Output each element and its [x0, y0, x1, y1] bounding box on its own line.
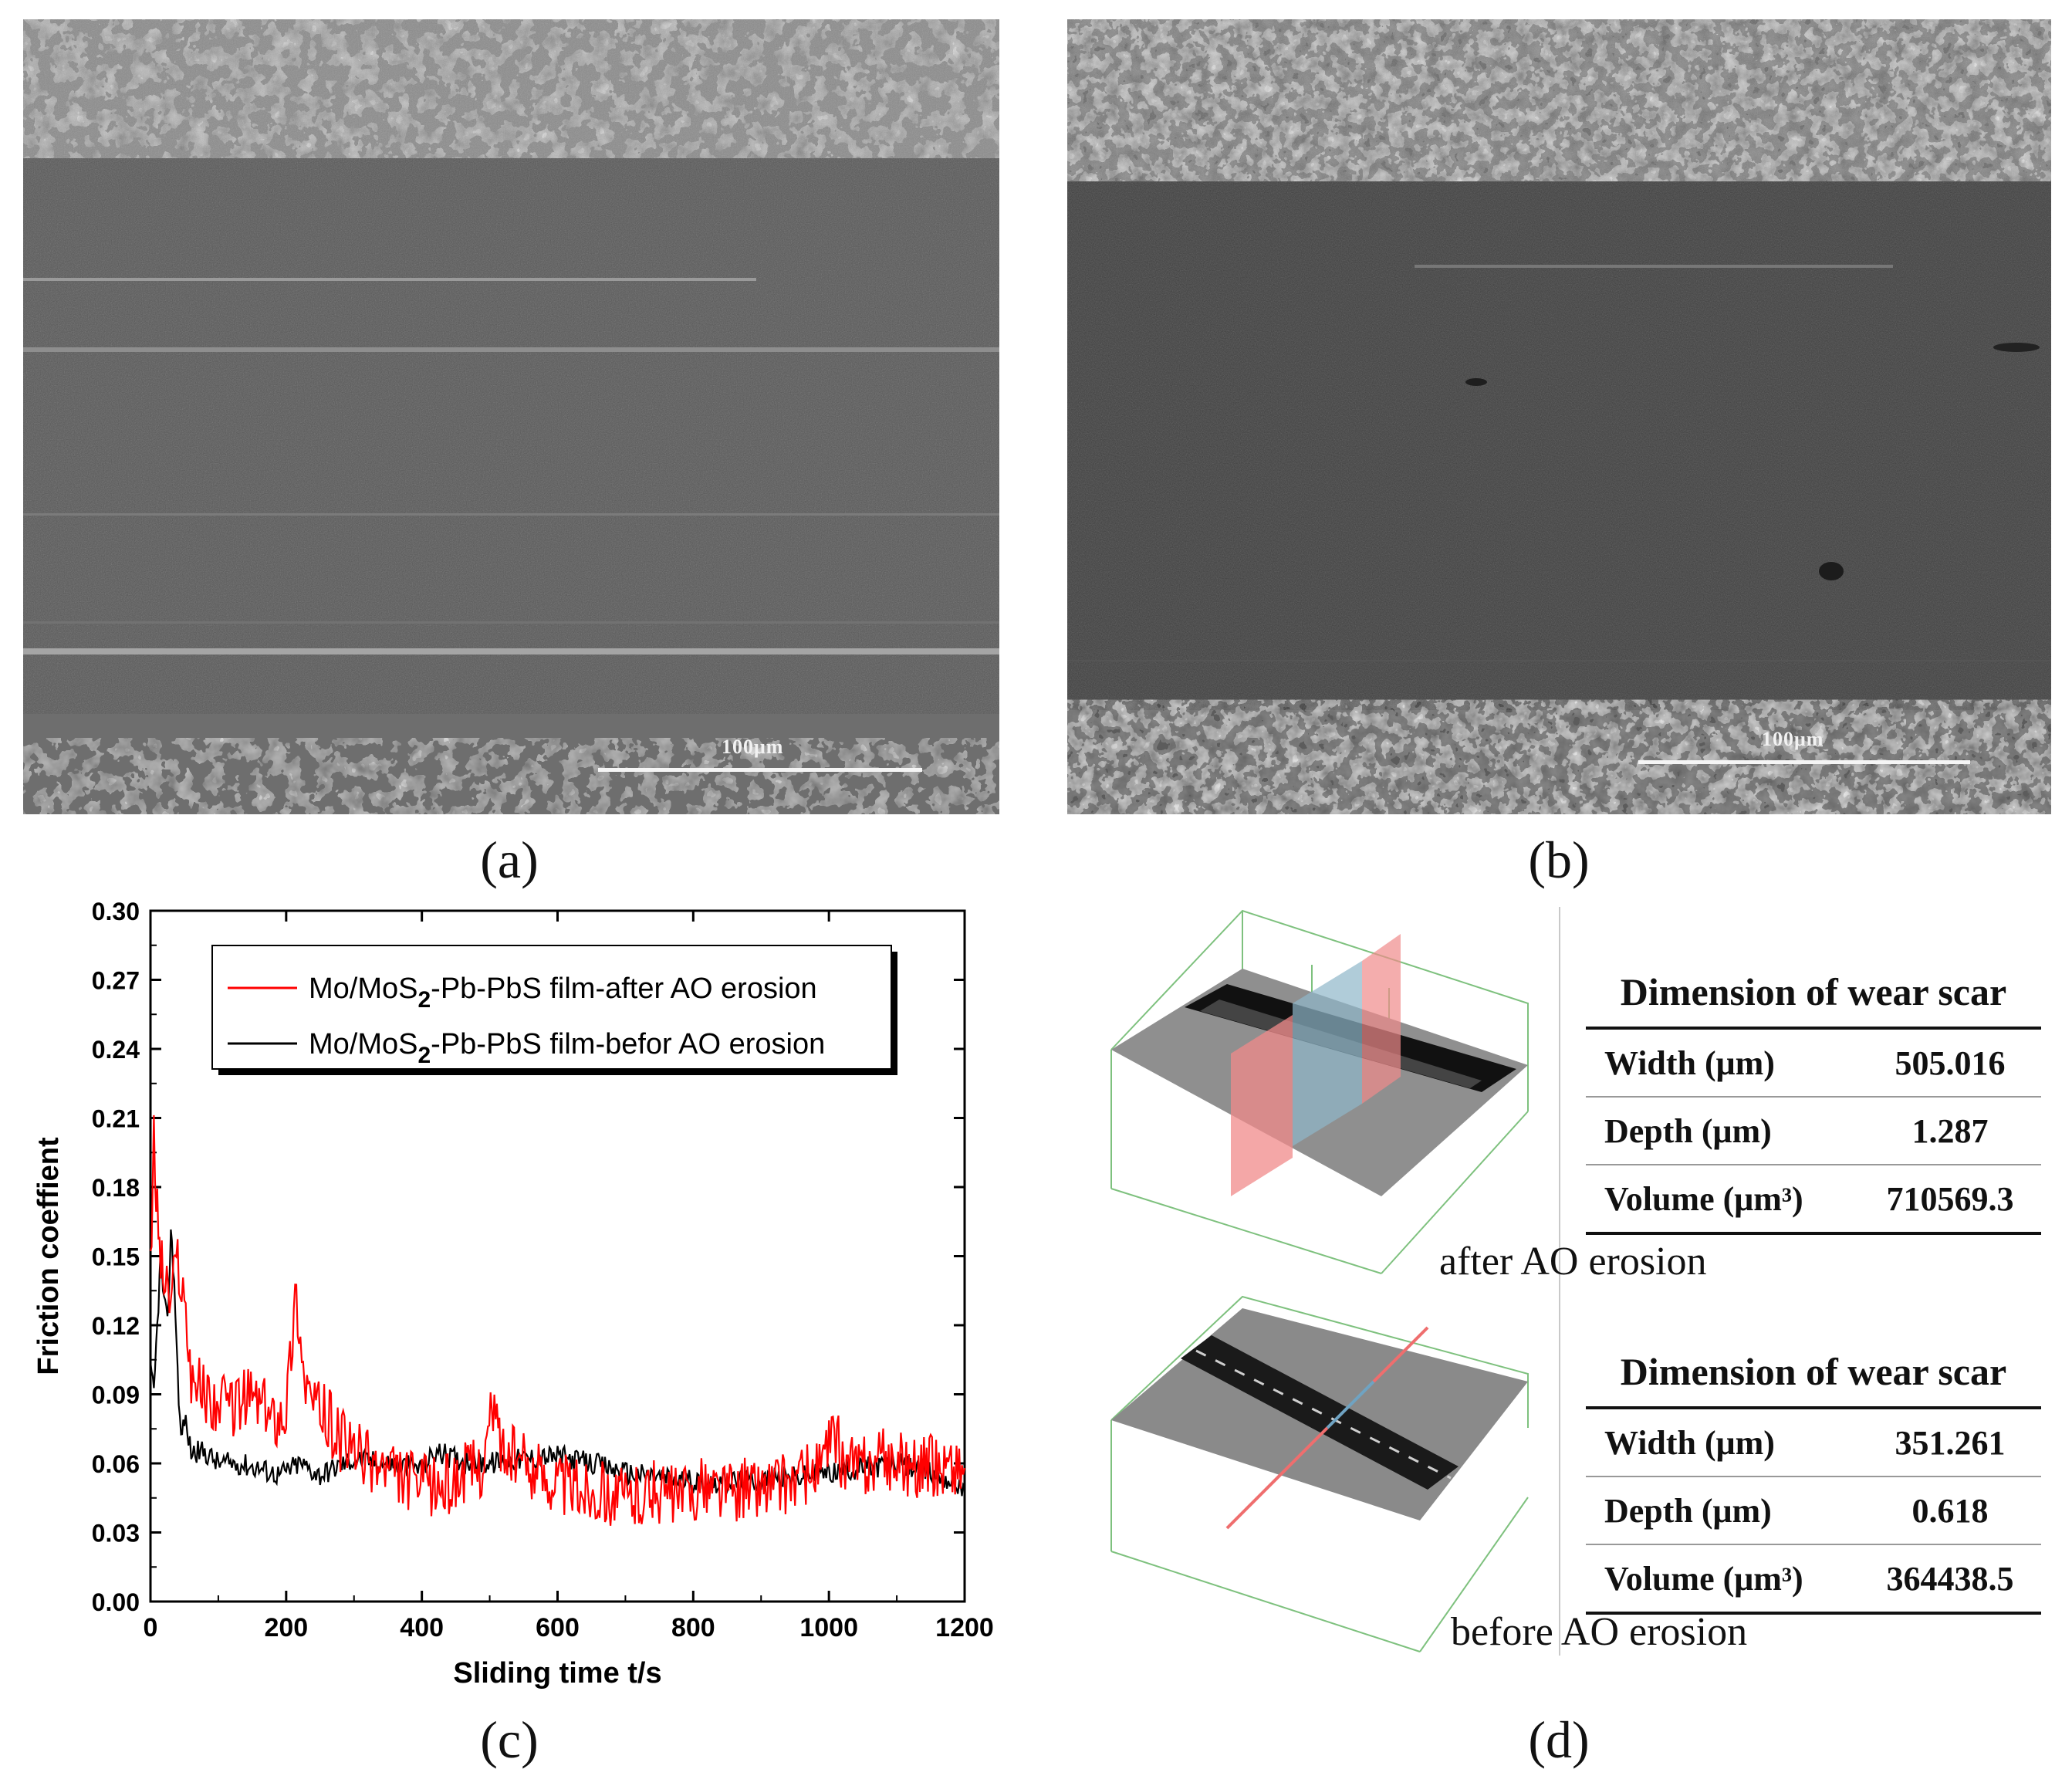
sem-image-b: 100μm	[1067, 19, 2051, 814]
wear-table-title: Dimension of wear scar	[1620, 1350, 2007, 1393]
y-tick-label: 0.24	[92, 1036, 140, 1064]
x-tick-label: 600	[536, 1613, 580, 1642]
y-tick-label: 0.03	[92, 1520, 140, 1548]
sem-image-a-texture	[23, 19, 999, 814]
legend-box	[211, 945, 892, 1070]
scale-bar-a	[598, 768, 922, 772]
legend-entry: Mo/MoS2-Pb-PbS film-after AO erosion	[309, 972, 817, 1013]
x-tick-label: 800	[671, 1613, 715, 1642]
table-row: Width (μm) 351.261	[1586, 1406, 2041, 1476]
x-tick-label: 200	[264, 1613, 308, 1642]
panel-d-divider	[1559, 907, 1560, 1656]
caption-after: after AO erosion	[1439, 1240, 1707, 1284]
x-tick-label: 1000	[799, 1613, 858, 1642]
x-tick-label: 0	[144, 1613, 158, 1642]
y-tick-label: 0.06	[92, 1450, 140, 1478]
wear-3d-after	[1110, 909, 1529, 1274]
table-row: Depth (μm) 1.287	[1586, 1096, 2041, 1164]
panel-label-a: (a)	[480, 830, 539, 889]
wear-table-before: Dimension of wear scar Width (μm) 351.261…	[1586, 1337, 2041, 1615]
table-row: Depth (μm) 0.618	[1586, 1476, 2041, 1544]
y-axis-label: Friction coeffient	[32, 1137, 65, 1375]
x-axis-label: Sliding time t/s	[453, 1657, 661, 1690]
y-tick-label: 0.27	[92, 967, 140, 995]
friction-chart: 0 200 400 600 800 1000 1200 0.00 0.03 0.06 0.09 0.1…	[32, 898, 994, 1690]
legend-entry: Mo/MoS2-Pb-PbS film-befor AO erosion	[309, 1028, 825, 1068]
caption-before: before AO erosion	[1451, 1610, 1748, 1654]
panel-label-d: (d)	[1528, 1710, 1590, 1769]
sem-image-a: 100μm	[23, 19, 999, 814]
y-tick-label: 0.00	[92, 1588, 140, 1616]
panel-label-c: (c)	[480, 1710, 539, 1769]
y-tick-label: 0.09	[92, 1382, 140, 1409]
table-row: Volume (μm³) 364438.5	[1586, 1544, 2041, 1615]
panel-label-b: (b)	[1528, 830, 1590, 889]
x-tick-label: 400	[400, 1613, 444, 1642]
scale-label-b: 100μm	[1762, 728, 1824, 750]
scale-bar-b	[1638, 760, 1970, 764]
y-tick-label: 0.21	[92, 1105, 140, 1133]
series-line-after	[149, 1115, 966, 1526]
y-tick-label: 0.18	[92, 1174, 140, 1202]
y-tick-label: 0.15	[92, 1243, 140, 1271]
wear-3d-before	[1110, 1295, 1529, 1652]
wear-table-title: Dimension of wear scar	[1620, 970, 2007, 1013]
y-tick-label: 0.30	[92, 898, 140, 925]
table-row: Width (μm) 505.016	[1586, 1027, 2041, 1096]
sem-image-b-texture	[1067, 19, 2051, 814]
wear-table-after: Dimension of wear scar Width (μm) 505.016…	[1586, 957, 2041, 1235]
table-row: Volume (μm³) 710569.3	[1586, 1164, 2041, 1235]
y-tick-label: 0.12	[92, 1312, 140, 1340]
scale-label-a: 100μm	[722, 736, 784, 758]
x-tick-label: 1200	[935, 1613, 994, 1642]
